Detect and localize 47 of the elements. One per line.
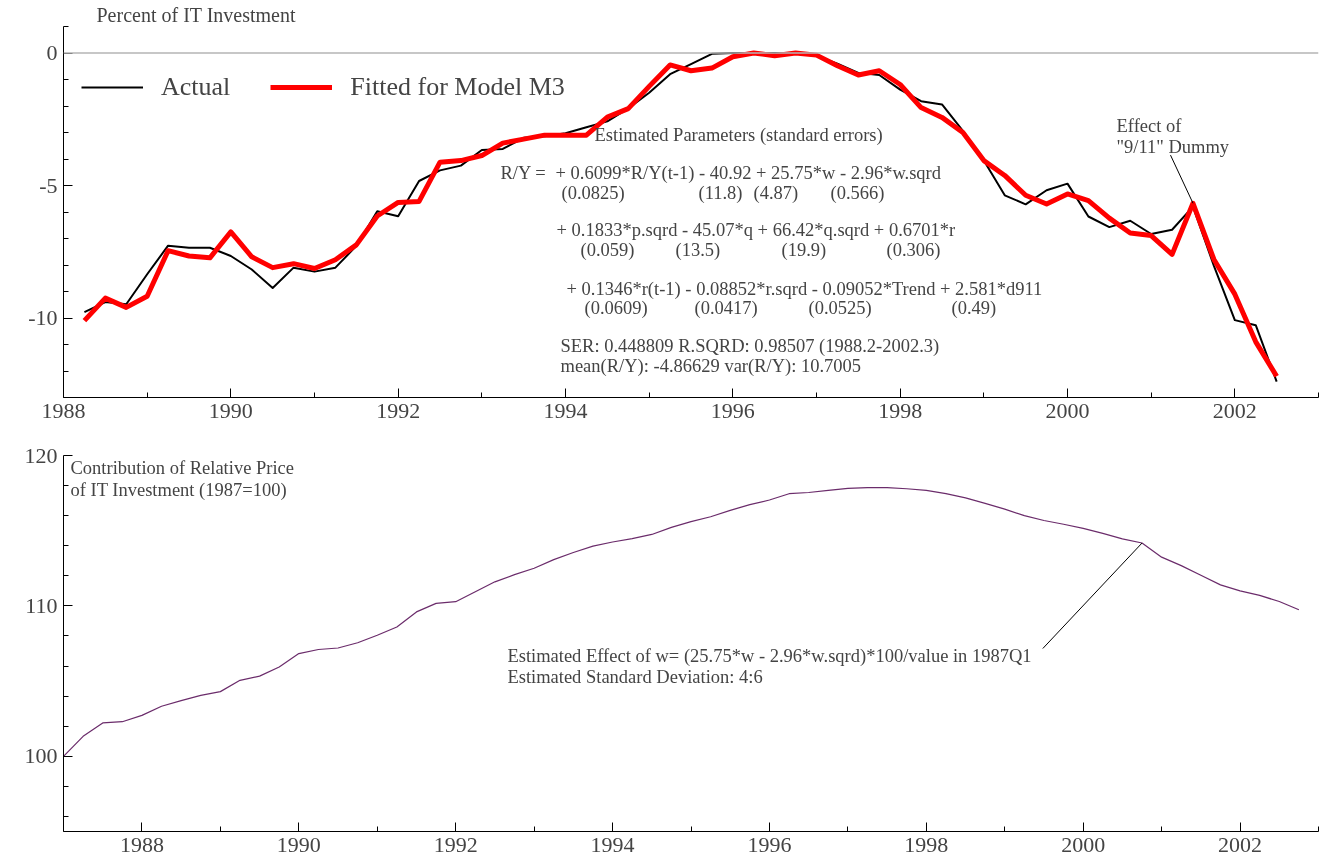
- annotation: + 0.6099*R/Y(t-1) - 40.92 + 25.75*w - 2.96*w.sqrd: [555, 163, 942, 185]
- x-tick-label: 1992: [433, 831, 478, 857]
- x-tick-label: 1998: [904, 831, 949, 857]
- annotation: mean(R/Y): -4.86629 var(R/Y): 10.7005: [560, 355, 862, 377]
- annotation: (19.9): [781, 240, 827, 262]
- annotation: (0.0825): [561, 182, 625, 204]
- y-tick-label: 100: [24, 743, 58, 769]
- x-tick-label: 1996: [710, 397, 755, 423]
- y-axis-title: Percent of IT Investment: [96, 3, 296, 26]
- y-tick-label: 0: [46, 40, 58, 65]
- x-tick-label: 1994: [543, 397, 588, 423]
- x-tick-label: 1990: [276, 831, 321, 857]
- annotation: R/Y =: [500, 163, 546, 184]
- x-tick-label: 1996: [747, 831, 792, 857]
- y-tick-label: -5: [39, 172, 58, 198]
- annotation: (0.059): [580, 240, 635, 262]
- x-tick-label: 1988: [41, 397, 86, 423]
- x-tick-label: 2000: [1061, 831, 1106, 857]
- annotation: Effect of "9/11" Dummy: [1116, 115, 1230, 157]
- y-axis-title: Contribution of Relative Price of IT Investment (1987=100): [70, 457, 294, 501]
- annotation: (0.0417): [694, 297, 758, 319]
- annotation: Estimated Parameters (standard errors): [594, 125, 883, 147]
- x-tick-label: 1992: [376, 397, 421, 423]
- x-tick-label: 2002: [1212, 397, 1257, 423]
- annotation: (0.306): [886, 240, 941, 262]
- y-tick-label: 120: [24, 442, 58, 468]
- annotation: (0.49): [951, 297, 997, 319]
- y-tick-label: -10: [28, 305, 58, 330]
- annotation: (0.0525): [808, 297, 872, 319]
- x-tick-label: 1988: [119, 831, 164, 857]
- annotation: (13.5): [675, 240, 721, 262]
- annotation: (0.0609): [584, 297, 648, 319]
- legend-label: Fitted for Model M3: [350, 72, 565, 102]
- legend-label: Actual: [161, 72, 231, 102]
- annotation: SER: 0.448809 R.SQRD: 0.98507 (1988.2-2002.3): [560, 336, 940, 358]
- annotation: + 0.1833*p.sqrd - 45.07*q + 66.42*q.sqrd + 0.6701*r: [556, 220, 956, 241]
- x-tick-label: 1994: [590, 831, 635, 857]
- annotation: (4.87): [753, 182, 799, 204]
- annotation: Estimated Effect of w= (25.75*w - 2.96*w.sqrd)*100/value in 1987Q1 Estimated Standard Deviation: 4:6: [507, 645, 1032, 687]
- y-tick-label: 110: [25, 592, 58, 618]
- x-tick-label: 1998: [878, 397, 923, 423]
- annotation: (11.8): [698, 182, 743, 204]
- x-tick-label: 2000: [1045, 397, 1090, 423]
- x-tick-label: 1990: [208, 397, 253, 423]
- annotation: + 0.1346*r(t-1) - 0.08852*r.sqrd - 0.09052*Trend + 2.581*d911: [566, 278, 1043, 300]
- annotation: (0.566): [830, 182, 885, 204]
- x-tick-label: 2002: [1218, 831, 1263, 857]
